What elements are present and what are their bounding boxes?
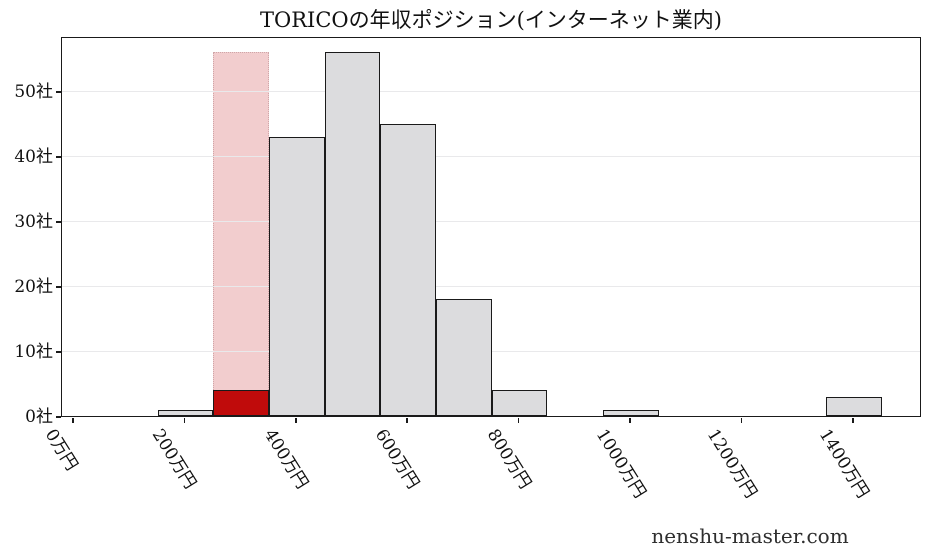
- histogram-bar: [491, 390, 548, 416]
- y-axis-tick: [55, 221, 61, 223]
- gridline: [62, 155, 920, 157]
- x-tick-label: 200万円: [148, 425, 201, 493]
- y-axis-tick: [55, 156, 61, 158]
- plot-area: [61, 37, 921, 417]
- x-axis-tick: [295, 417, 297, 423]
- y-tick-label: 20社: [14, 277, 53, 297]
- highlight-bar: [213, 390, 269, 416]
- x-tick-label: 800万円: [482, 425, 535, 493]
- y-tick-label: 40社: [14, 147, 53, 167]
- histogram-bar: [825, 396, 882, 416]
- x-tick-label: 400万円: [259, 425, 312, 493]
- y-axis-tick: [55, 351, 61, 353]
- y-tick-label: 10社: [14, 342, 53, 362]
- x-tick-label: 600万円: [370, 425, 424, 493]
- histogram-bar: [268, 136, 325, 416]
- x-tick-label: 1200万円: [702, 425, 761, 502]
- y-axis-tick: [55, 91, 61, 93]
- x-axis-tick: [852, 417, 854, 423]
- histogram-bar: [324, 52, 381, 416]
- x-axis-tick: [629, 417, 631, 423]
- y-tick-label: 0社: [25, 407, 53, 427]
- y-tick-label: 30社: [14, 212, 53, 232]
- highlight-band: [213, 52, 269, 416]
- histogram-bar: [603, 409, 659, 416]
- gridline: [62, 285, 920, 287]
- watermark-text: nenshu-master.com: [651, 524, 849, 548]
- x-tick-label: 1400万円: [814, 425, 873, 502]
- x-axis-tick: [406, 417, 408, 423]
- gridline: [62, 90, 920, 92]
- y-axis-tick: [55, 416, 61, 418]
- x-axis-tick: [183, 417, 186, 423]
- x-tick-label: 1000万円: [591, 425, 650, 502]
- x-axis-tick: [517, 417, 520, 423]
- x-axis-tick: [740, 417, 743, 423]
- gridline: [62, 220, 920, 222]
- histogram-bar: [380, 123, 437, 416]
- histogram-bar: [157, 409, 214, 416]
- x-tick-label: 0万円: [41, 425, 82, 475]
- chart-title: TORICOの年収ポジション(インターネット業内): [260, 8, 722, 32]
- y-tick-label: 50社: [14, 82, 53, 102]
- y-axis-tick: [55, 286, 61, 288]
- histogram-bar: [436, 299, 492, 416]
- x-axis-tick: [72, 417, 74, 423]
